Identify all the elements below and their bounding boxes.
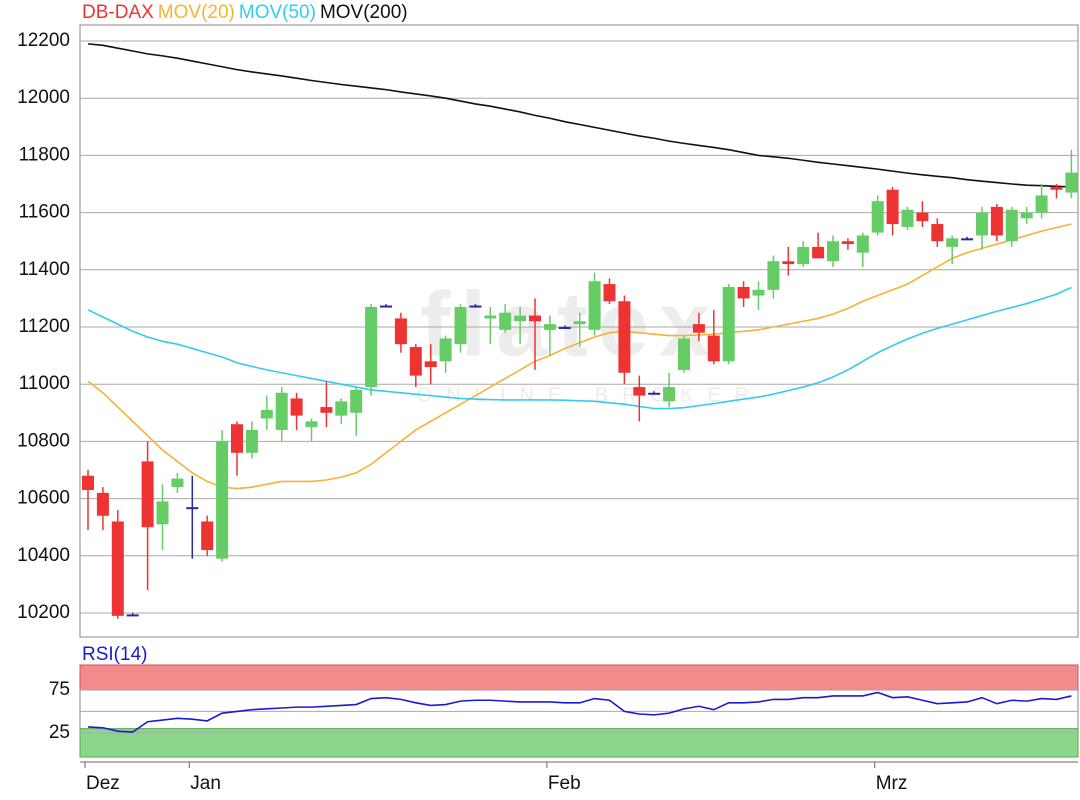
legend-entry: DB-DAX [82,2,154,23]
y-tick-label: 10200 [17,602,70,623]
candle-body [141,461,154,528]
y-tick-label: 25 [49,722,70,743]
candle-body [633,387,646,396]
y-tick-label: 12000 [17,87,70,108]
candle-body [1065,172,1078,193]
candle-body [961,238,974,241]
candle-body [573,321,586,325]
candle-body [96,492,109,516]
x-tick-label: Dez [86,773,120,794]
candle-body [618,301,631,373]
candle-body [990,206,1003,236]
candle-body [171,478,184,488]
candle-body [439,338,452,362]
candle-body [856,235,869,253]
y-tick-label: 12200 [17,30,70,51]
line-series [87,43,1072,188]
candle-body [335,401,348,416]
x-tick-label: Mrz [876,773,908,794]
candle-body [82,475,94,491]
candle-body [365,306,378,388]
candle-body [126,614,139,617]
candle-body [678,338,690,370]
x-tick-label: Jan [190,773,221,794]
watermark-brand: flatex [420,273,720,375]
candle-body [916,212,929,222]
candle-body [186,507,199,510]
candle-body [886,189,899,225]
candle-body [1005,209,1018,242]
candle-body [350,389,363,413]
candle-body [1020,212,1033,219]
y-tick-label: 10800 [17,430,70,451]
watermark-tagline: ONLINE BROKER [417,384,763,406]
candle-body [529,315,541,322]
legend-entry: MOV(200) [320,2,408,23]
candle-body [558,326,571,329]
candle-body [827,241,839,262]
candle-body [156,501,169,525]
candle-body [707,335,720,362]
candle-body [1035,195,1048,213]
candle-body [722,286,735,362]
candle-body [931,224,944,242]
candle-body [514,315,527,322]
panel-title: RSI(14) [82,644,147,665]
candle-body [976,212,988,236]
candle-body [469,305,482,308]
candle-body [812,246,825,259]
candle-body [871,201,884,233]
overbought-band [79,664,1079,691]
candle-body [782,261,795,265]
candle-body [275,392,288,430]
candle-body [484,315,497,319]
candle-body [901,209,914,227]
y-tick-label: 11600 [19,202,70,223]
candle-body [737,286,750,299]
candle-body [201,521,214,551]
y-tick-label: 75 [49,679,70,700]
candle-body [543,324,556,330]
candle-body [603,284,616,302]
candle-body [454,306,467,345]
candle-body [245,429,258,453]
y-tick-label: 11800 [19,144,70,165]
candle-body [111,521,124,616]
candle-body [320,407,333,413]
y-tick-label: 11400 [19,259,70,280]
candle-body [692,324,705,333]
candle-body [424,361,437,368]
legend-entry: MOV(20) [158,2,235,23]
candle-body [841,241,854,245]
candle-body [216,441,229,559]
candle-body [648,392,661,395]
candle-body [767,261,780,290]
y-tick-label: 10600 [17,488,70,509]
candle-body [797,246,810,265]
candle-body [663,387,676,402]
candle-body [305,421,318,428]
candle-body [394,318,407,345]
candle-body [380,305,392,308]
line-series [87,286,1072,410]
legend-entry: MOV(50) [239,2,316,23]
candle-body [290,398,303,416]
candle-body [752,289,765,296]
x-tick-label: Feb [548,773,581,794]
line-series [87,691,1072,733]
candle-body [260,409,273,419]
y-tick-label: 10400 [17,545,70,566]
candle-body [499,312,512,330]
candle-body [231,424,243,453]
candle-body [588,281,601,330]
y-tick-label: 11000 [19,373,70,394]
candle-body [946,238,959,247]
candle-body [1050,186,1063,190]
y-tick-label: 11200 [19,316,70,337]
candle-body [409,347,422,376]
